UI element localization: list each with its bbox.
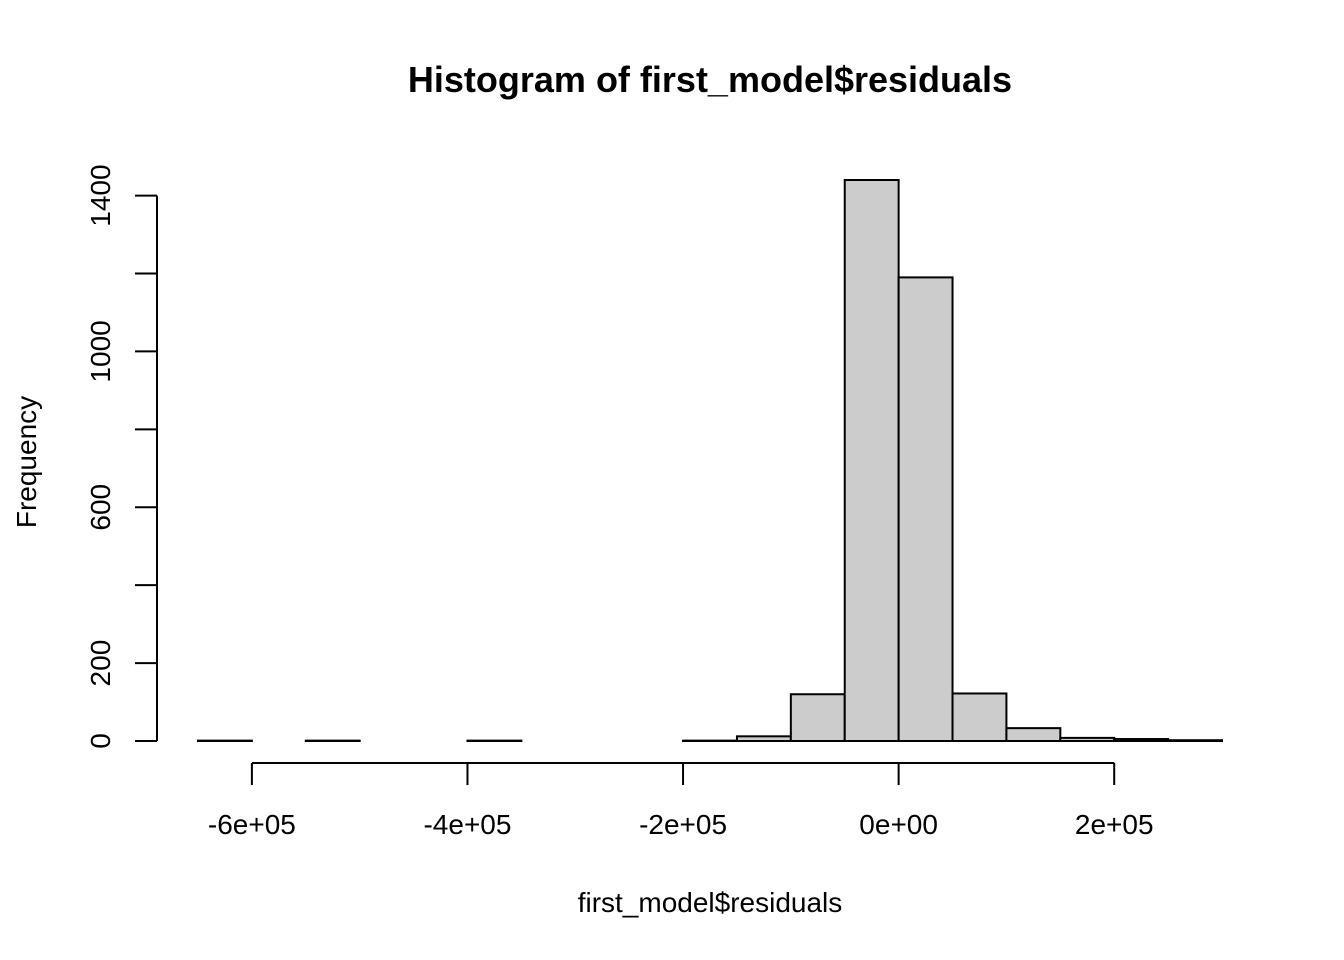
- x-tick-label: -2e+05: [639, 809, 727, 840]
- y-axis-label: Frequency: [11, 396, 42, 528]
- histogram-bar: [843, 179, 900, 742]
- histogram-bar: [897, 276, 954, 742]
- x-tick-label: 0e+00: [859, 809, 938, 840]
- x-axis: -6e+05 -4e+05 -2e+05 0e+00 2e+05: [208, 762, 1154, 840]
- histogram-bar: [1167, 739, 1223, 742]
- y-tick-label: 200: [85, 640, 116, 687]
- y-tick-label: 1400: [85, 164, 116, 226]
- histogram-bar: [1005, 727, 1062, 742]
- x-tick-label: 2e+05: [1075, 809, 1154, 840]
- y-tick-label: 1000: [85, 320, 116, 382]
- histogram-bar: [789, 693, 846, 742]
- x-axis-label: first_model$residuals: [578, 887, 843, 918]
- x-tick-label: -6e+05: [208, 809, 296, 840]
- histogram-bar: [735, 735, 792, 743]
- y-tick-label: 0: [85, 733, 116, 749]
- histogram-bar: [951, 692, 1008, 742]
- y-tick-label: 600: [85, 484, 116, 531]
- y-axis: 0 200 600 1000 1400: [85, 164, 158, 749]
- x-tick-label: -4e+05: [423, 809, 511, 840]
- bars-layer: [197, 179, 1223, 743]
- histogram-bar: [1113, 738, 1170, 742]
- histogram-bar: [1059, 736, 1116, 743]
- chart-title: Histogram of first_model$residuals: [408, 59, 1012, 100]
